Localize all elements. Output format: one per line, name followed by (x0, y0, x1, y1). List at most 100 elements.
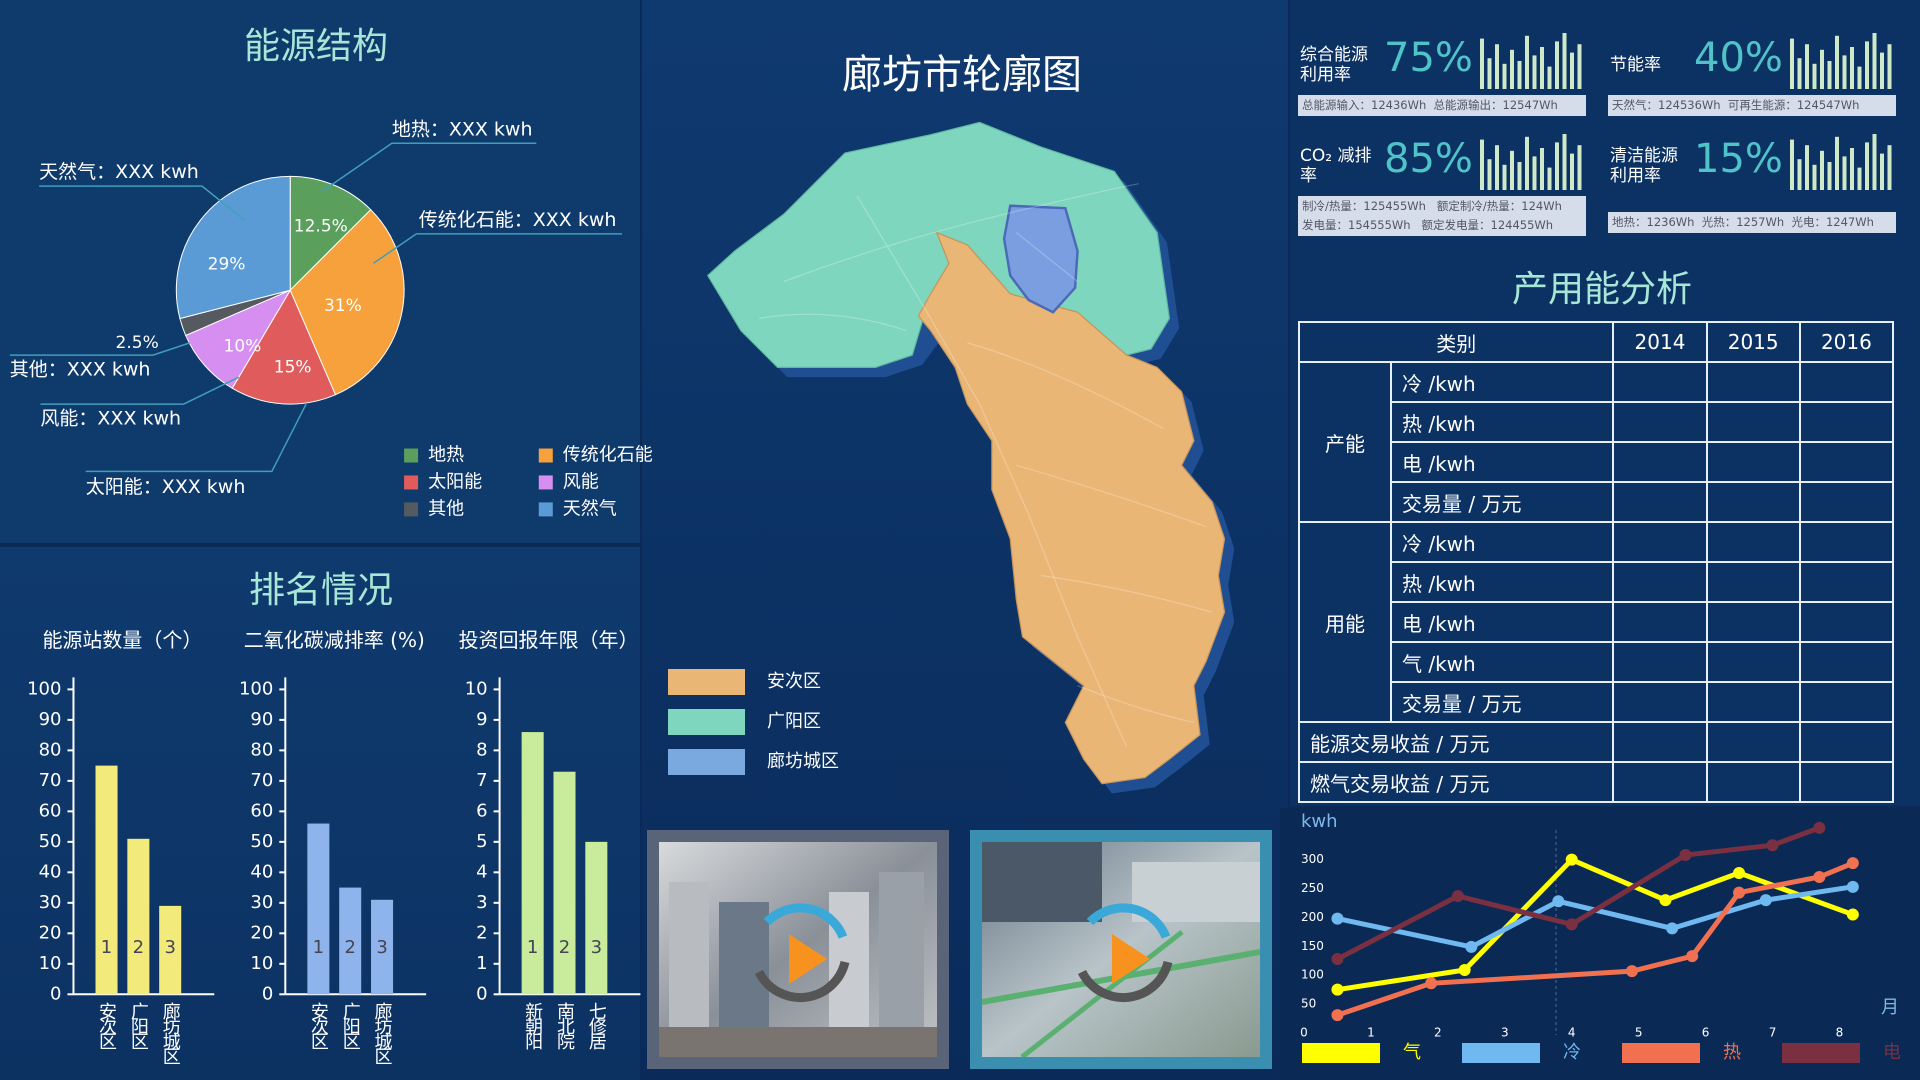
table-cell (1705, 601, 1801, 643)
map-legend-label: 安次区 (767, 671, 821, 692)
kpi-sparkbar (1510, 49, 1514, 89)
kpi-sparkbar (1547, 167, 1552, 190)
kpi-label-line: CO₂ 减排 (1300, 146, 1372, 166)
line-point (1565, 918, 1578, 931)
line-point (1733, 866, 1746, 879)
table-cell (1705, 521, 1801, 563)
table-header-row: 类别 2014 2015 2016 (1297, 321, 1895, 363)
table-header-cell: 类别 (1297, 321, 1615, 363)
x-tick-label: 广阳区 (128, 1002, 149, 1049)
line-point (1686, 950, 1699, 963)
callout-label: 其他：XXX kwh (10, 358, 151, 380)
line-point (1565, 853, 1578, 866)
x-tick-label: 2 (1434, 1026, 1442, 1040)
legend-label: 气 (1403, 1042, 1421, 1063)
y-tick-label: 50 (39, 831, 62, 852)
kpi-value: 85% (1384, 136, 1473, 182)
line-point (1666, 922, 1679, 935)
video-thumbnail[interactable] (970, 830, 1272, 1069)
y-tick-label: 3 (476, 892, 487, 913)
callout-label: 太阳能：XXX kwh (86, 476, 246, 498)
video-frame (981, 842, 1261, 1059)
kpi-sparkbar (1525, 35, 1529, 89)
table-row: 电 /kwh (1299, 601, 1895, 643)
map-legend-label: 广阳区 (767, 711, 821, 732)
bar-rank-label: 2 (133, 937, 144, 958)
y-tick-label: 100 (239, 678, 273, 699)
kpi-label-line: 节能率 (1610, 55, 1661, 75)
table-cell (1612, 441, 1708, 483)
y-tick-label: 5 (476, 831, 487, 852)
line-point (1425, 977, 1438, 990)
y-tick-label: 8 (476, 739, 487, 760)
kpi-card: 节能率 40% 天然气：124536Wh 可再生能源：124547Wh (1608, 31, 1896, 121)
kpi-sparkbar (1502, 164, 1507, 190)
x-tick-label: 廊坊城区 (160, 1002, 181, 1064)
pie-value-label: 12.5% (294, 217, 348, 237)
line-point (1846, 908, 1859, 921)
kpi-label: 综合能源 利用率 (1300, 45, 1368, 85)
table-row-label: 能源交易收益 / 万元 (1297, 721, 1615, 763)
line-point (1679, 849, 1692, 862)
table-header-cell: 2016 (1798, 321, 1895, 363)
kpi-sparkbar (1827, 162, 1832, 190)
line-point (1625, 965, 1638, 978)
kpi-sparkbar (1887, 44, 1892, 89)
y-tick-label: 9 (476, 709, 487, 730)
kpi-sparkbar (1502, 63, 1507, 89)
x-tick-label: 7 (1769, 1026, 1777, 1040)
kpi-sparkbar (1842, 55, 1847, 89)
map-guangyang[interactable] (706, 121, 1171, 368)
line-point (1465, 940, 1478, 953)
y-tick-label: 60 (250, 800, 273, 821)
y-tick-label: 0 (476, 983, 487, 1004)
y-tick-label: 90 (39, 709, 62, 730)
callout-label: 传统化石能：XXX kwh (419, 209, 617, 231)
legend-label: 其他 (428, 498, 464, 519)
kpi-sparkbar (1857, 167, 1862, 190)
kpi-detail-line: 制冷/热量：125455Wh 额定制冷/热量：124Wh (1302, 199, 1562, 213)
table-row: 电 /kwh (1299, 441, 1895, 483)
map-chengqu[interactable] (1002, 204, 1079, 314)
y-tick-label: 20 (39, 922, 62, 943)
line-point (1813, 871, 1826, 883)
kpi-sparkbar (1487, 159, 1492, 190)
y-tick-label: 150 (1301, 939, 1324, 953)
table-cell (1705, 401, 1801, 443)
panel-line (1280, 808, 1920, 1080)
line-point (1759, 894, 1772, 907)
legend-swatch (538, 502, 553, 517)
kpi-sparkbar (1487, 58, 1492, 89)
kpi-detail: 天然气：124536Wh 可再生能源：124547Wh (1608, 95, 1896, 116)
table-row: 交易量 / 万元 (1299, 481, 1895, 523)
kpi-sparkbar (1570, 153, 1574, 190)
video-thumbnail[interactable] (647, 830, 949, 1069)
kpi-sparkbar (1835, 136, 1839, 190)
kpi-sparkbar (1820, 150, 1824, 190)
kpi-sparkbar (1517, 162, 1522, 190)
kpi-sparkbar (1812, 63, 1817, 89)
y-tick-label: 80 (39, 739, 62, 760)
table-cell (1612, 361, 1708, 403)
table-cell (1798, 561, 1895, 603)
legend-label: 太阳能 (428, 471, 482, 492)
x-tick-label: 6 (1702, 1026, 1710, 1040)
callout-line (9, 342, 191, 356)
kpi-detail: 总能源输入：12436Wh 总能源输出：12547Wh (1298, 95, 1586, 116)
table-row: 用能冷 /kwh (1298, 521, 1895, 723)
y-tick-label: 1 (476, 953, 487, 974)
kpi-sparkbar (1850, 148, 1854, 190)
kpi-sparkbar (1790, 139, 1794, 190)
kpi-value: 15% (1694, 136, 1783, 182)
bar-rank-label: 2 (344, 937, 355, 958)
kpi-sparkbar (1480, 38, 1484, 89)
line-point (1331, 953, 1344, 966)
table-cell (1798, 521, 1895, 563)
kpi-sparkbar (1517, 61, 1522, 89)
kpi-sparkbar (1850, 47, 1854, 89)
legend-label: 天然气 (563, 498, 617, 519)
map-anci[interactable] (917, 231, 1226, 785)
legend-label: 热 (1723, 1042, 1741, 1063)
table-row-label: 燃气交易收益 / 万元 (1297, 761, 1615, 803)
